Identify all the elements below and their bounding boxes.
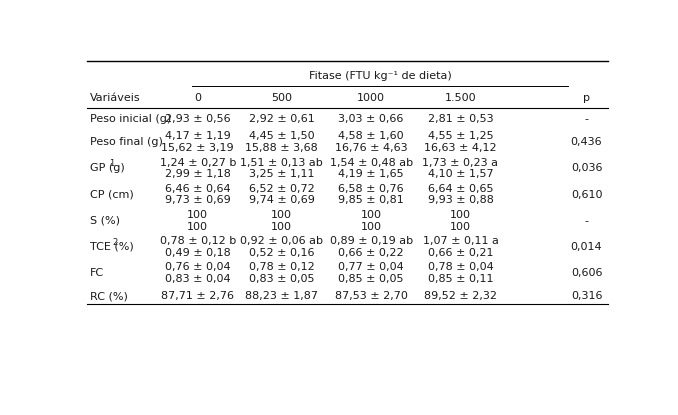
Text: 0,610: 0,610 — [571, 190, 602, 200]
Text: Variáveis: Variáveis — [90, 93, 140, 103]
Text: 4,58 ± 1,60: 4,58 ± 1,60 — [338, 132, 404, 142]
Text: 15,62 ± 3,19: 15,62 ± 3,19 — [161, 143, 234, 153]
Text: 100: 100 — [187, 222, 208, 232]
Text: 0,52 ± 0,16: 0,52 ± 0,16 — [249, 248, 315, 258]
Text: 6,46 ± 0,64: 6,46 ± 0,64 — [165, 184, 231, 194]
Text: 500: 500 — [271, 93, 292, 103]
Text: 100: 100 — [361, 210, 382, 220]
Text: 0,77 ± 0,04: 0,77 ± 0,04 — [338, 262, 404, 272]
Text: 100: 100 — [187, 210, 208, 220]
Text: Fitase (FTU kg⁻¹ de dieta): Fitase (FTU kg⁻¹ de dieta) — [309, 71, 452, 81]
Text: 0,85 ± 0,11: 0,85 ± 0,11 — [428, 274, 493, 284]
Text: 16,76 ± 4,63: 16,76 ± 4,63 — [335, 143, 407, 153]
Text: 88,23 ± 1,87: 88,23 ± 1,87 — [245, 291, 318, 301]
Text: 2,81 ± 0,53: 2,81 ± 0,53 — [428, 114, 494, 124]
Text: 16,63 ± 4,12: 16,63 ± 4,12 — [424, 143, 497, 153]
Text: 4,10 ± 1,57: 4,10 ± 1,57 — [428, 169, 494, 179]
Text: RC (%): RC (%) — [90, 291, 128, 301]
Text: 0,78 ± 0,12: 0,78 ± 0,12 — [249, 262, 315, 272]
Text: 2,92 ± 0,61: 2,92 ± 0,61 — [249, 114, 315, 124]
Text: 2,99 ± 1,18: 2,99 ± 1,18 — [165, 169, 231, 179]
Text: 0,66 ± 0,22: 0,66 ± 0,22 — [338, 248, 404, 258]
Text: 1,07 ± 0,11 a: 1,07 ± 0,11 a — [422, 236, 498, 246]
Text: Peso final (g): Peso final (g) — [90, 137, 163, 147]
Text: p: p — [583, 93, 590, 103]
Text: TCE (%): TCE (%) — [90, 242, 134, 252]
Text: 0,66 ± 0,21: 0,66 ± 0,21 — [428, 248, 493, 258]
Text: 87,71 ± 2,76: 87,71 ± 2,76 — [161, 291, 234, 301]
Text: 0,606: 0,606 — [571, 268, 602, 278]
Text: GP (g): GP (g) — [90, 164, 125, 173]
Text: 100: 100 — [450, 210, 471, 220]
Text: 9,93 ± 0,88: 9,93 ± 0,88 — [428, 195, 494, 205]
Text: -: - — [584, 216, 589, 226]
Text: 0,83 ± 0,04: 0,83 ± 0,04 — [165, 274, 231, 284]
Text: 100: 100 — [450, 222, 471, 232]
Text: 9,73 ± 0,69: 9,73 ± 0,69 — [165, 195, 231, 205]
Text: 0,316: 0,316 — [571, 291, 602, 301]
Text: 15,88 ± 3,68: 15,88 ± 3,68 — [245, 143, 318, 153]
Text: 2,93 ± 0,56: 2,93 ± 0,56 — [165, 114, 231, 124]
Text: 100: 100 — [271, 210, 292, 220]
Text: 100: 100 — [361, 222, 382, 232]
Text: Peso inicial (g): Peso inicial (g) — [90, 114, 172, 124]
Text: 1.500: 1.500 — [445, 93, 476, 103]
Text: 0,83 ± 0,05: 0,83 ± 0,05 — [249, 274, 315, 284]
Text: 1,73 ± 0,23 a: 1,73 ± 0,23 a — [422, 158, 498, 168]
Text: 6,58 ± 0,76: 6,58 ± 0,76 — [338, 184, 404, 194]
Text: FC: FC — [90, 268, 104, 278]
Text: 4,55 ± 1,25: 4,55 ± 1,25 — [428, 132, 494, 142]
Text: 4,17 ± 1,19: 4,17 ± 1,19 — [165, 132, 231, 142]
Text: 0,036: 0,036 — [571, 164, 602, 173]
Text: 0,92 ± 0,06 ab: 0,92 ± 0,06 ab — [240, 236, 323, 246]
Text: S (%): S (%) — [90, 216, 120, 226]
Text: 0,85 ± 0,05: 0,85 ± 0,05 — [338, 274, 404, 284]
Text: -: - — [584, 114, 589, 124]
Text: 0: 0 — [194, 93, 201, 103]
Text: 1,24 ± 0,27 b: 1,24 ± 0,27 b — [159, 158, 236, 168]
Text: 3,25 ± 1,11: 3,25 ± 1,11 — [249, 169, 315, 179]
Text: 0,76 ± 0,04: 0,76 ± 0,04 — [165, 262, 231, 272]
Text: 0,89 ± 0,19 ab: 0,89 ± 0,19 ab — [330, 236, 413, 246]
Text: 9,74 ± 0,69: 9,74 ± 0,69 — [249, 195, 315, 205]
Text: 9,85 ± 0,81: 9,85 ± 0,81 — [338, 195, 404, 205]
Text: 100: 100 — [271, 222, 292, 232]
Text: 89,52 ± 2,32: 89,52 ± 2,32 — [424, 291, 497, 301]
Text: 4,45 ± 1,50: 4,45 ± 1,50 — [249, 132, 315, 142]
Text: 1: 1 — [110, 159, 115, 168]
Text: 87,53 ± 2,70: 87,53 ± 2,70 — [335, 291, 407, 301]
Text: 4,19 ± 1,65: 4,19 ± 1,65 — [338, 169, 404, 179]
Text: CP (cm): CP (cm) — [90, 190, 134, 200]
Text: 6,64 ± 0,65: 6,64 ± 0,65 — [428, 184, 493, 194]
Text: 0,014: 0,014 — [571, 242, 602, 252]
Text: 0,49 ± 0,18: 0,49 ± 0,18 — [165, 248, 231, 258]
Text: 0,78 ± 0,12 b: 0,78 ± 0,12 b — [159, 236, 236, 246]
Text: 2: 2 — [113, 238, 118, 247]
Text: 1000: 1000 — [357, 93, 385, 103]
Text: 1,54 ± 0,48 ab: 1,54 ± 0,48 ab — [330, 158, 413, 168]
Text: 1,51 ± 0,13 ab: 1,51 ± 0,13 ab — [241, 158, 323, 168]
Text: 3,03 ± 0,66: 3,03 ± 0,66 — [338, 114, 404, 124]
Text: 0,436: 0,436 — [571, 137, 602, 147]
Text: 0,78 ± 0,04: 0,78 ± 0,04 — [428, 262, 494, 272]
Text: 6,52 ± 0,72: 6,52 ± 0,72 — [249, 184, 315, 194]
